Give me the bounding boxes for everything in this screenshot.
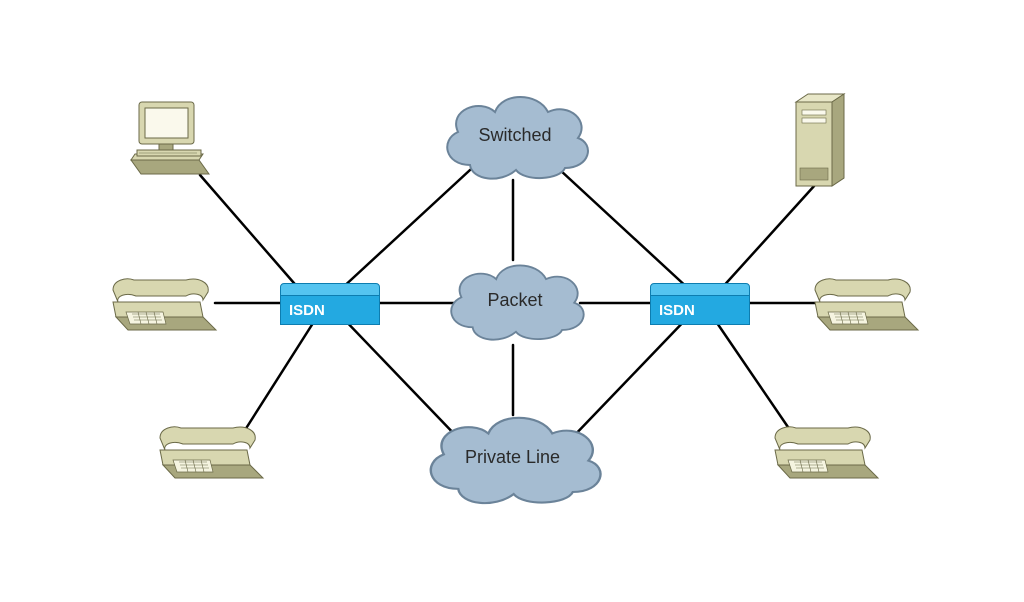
cloud-packet: Packet <box>435 250 595 350</box>
isdn-top-face <box>280 283 380 296</box>
server-icon <box>790 90 850 190</box>
cloud-label: Packet <box>487 290 542 311</box>
isdn-front-face: ISDN <box>280 296 380 325</box>
isdn-label: ISDN <box>659 302 695 319</box>
telephone-icon <box>108 272 218 334</box>
isdn-front-face: ISDN <box>650 296 750 325</box>
computer-icon <box>125 100 215 180</box>
telephone-icon <box>155 420 265 482</box>
telephone-icon <box>770 420 880 482</box>
isdn-switch-left: ISDN <box>280 283 380 325</box>
cloud-label: Private Line <box>465 447 560 468</box>
cloud-label: Switched <box>478 125 551 146</box>
network-diagram: Switched Packet Private Line ISDN ISDN <box>0 0 1024 602</box>
isdn-switch-right: ISDN <box>650 283 750 325</box>
isdn-label: ISDN <box>289 302 325 319</box>
isdn-top-face <box>650 283 750 296</box>
telephone-icon <box>810 272 920 334</box>
cloud-switched: Switched <box>430 80 600 190</box>
cloud-private-line: Private Line <box>410 400 615 515</box>
